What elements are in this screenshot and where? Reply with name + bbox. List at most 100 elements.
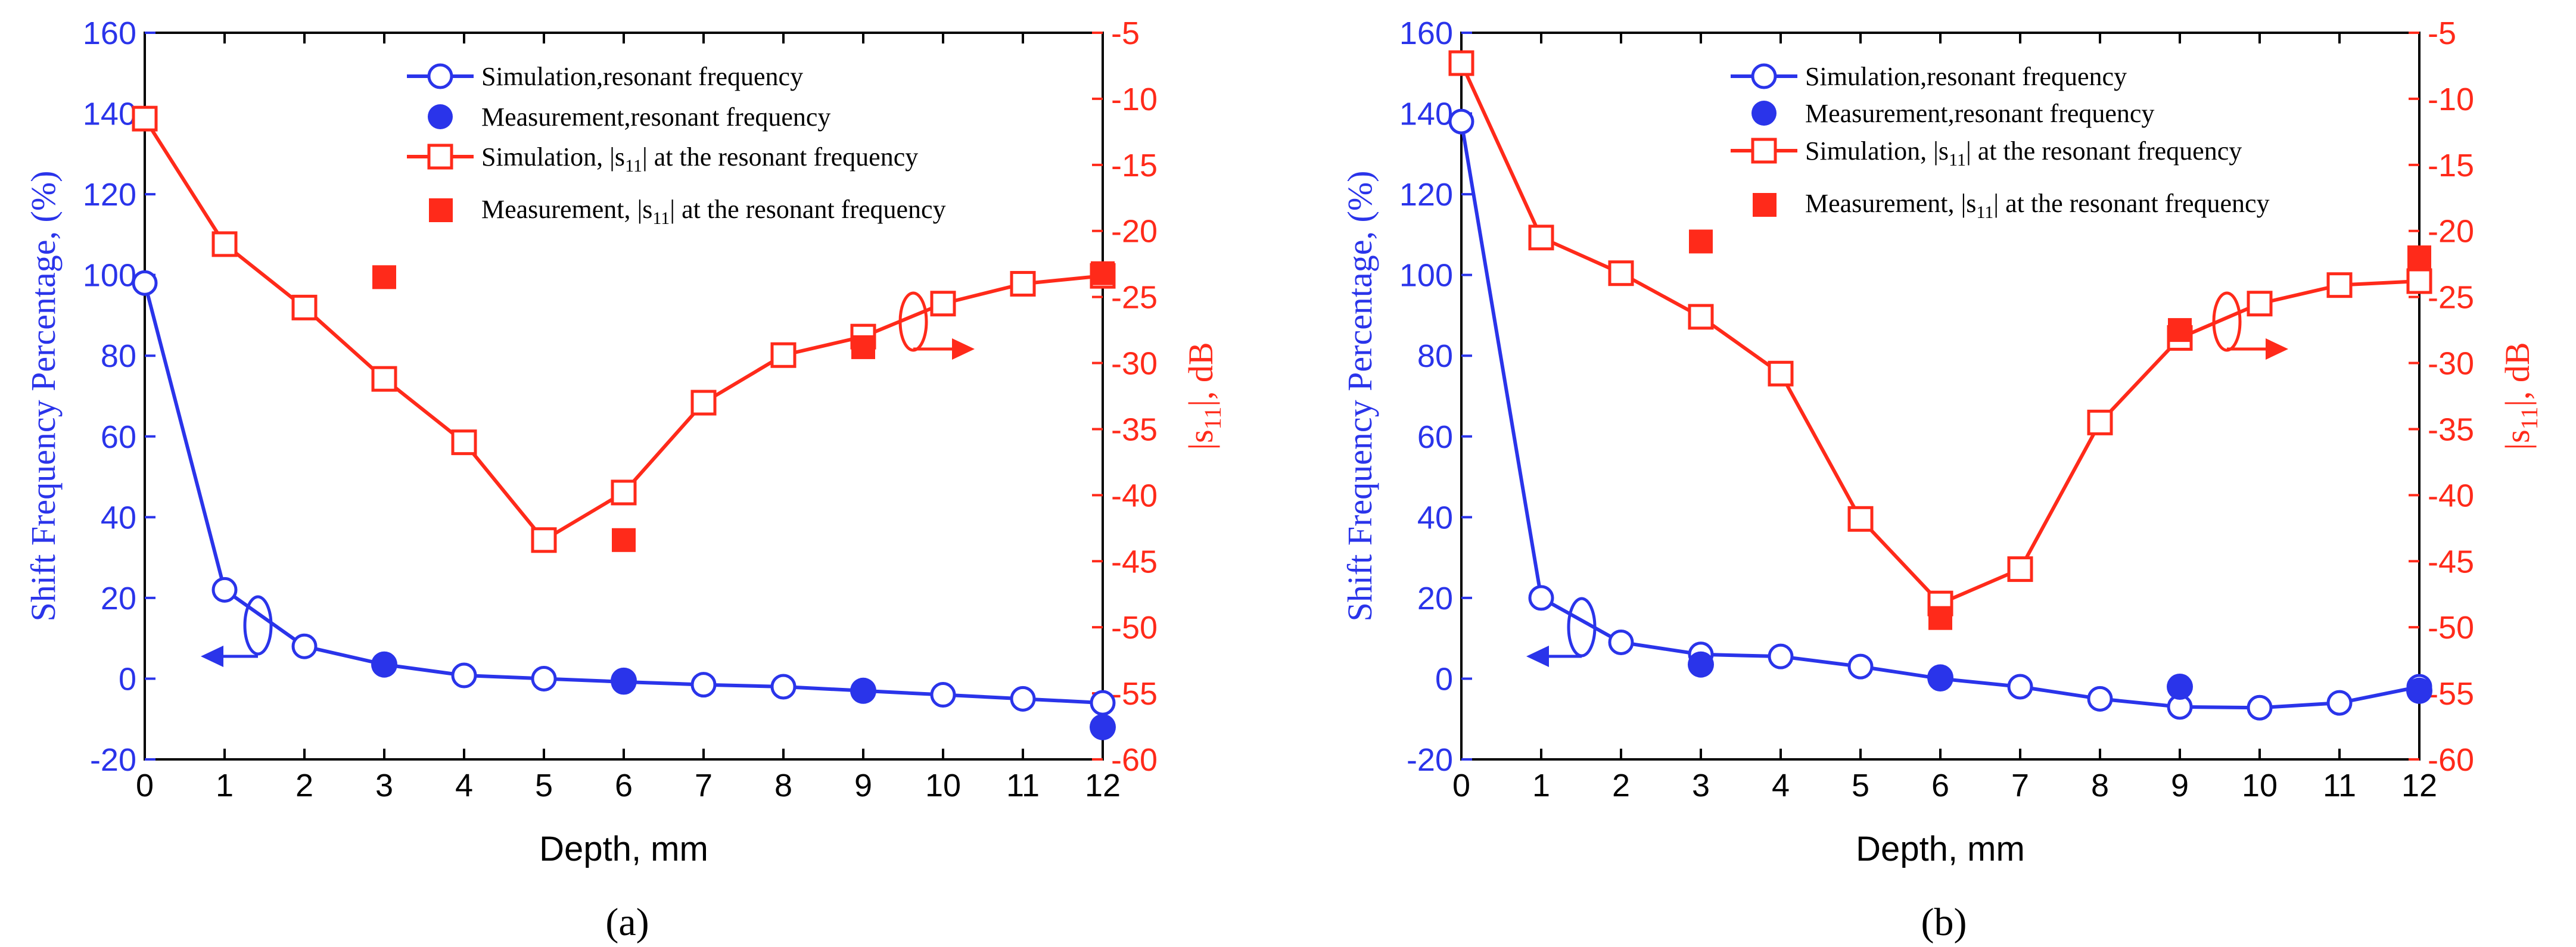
data-point-simulation-resonant-frequency — [1528, 585, 1554, 611]
right-y-tick-label: -20 — [2428, 214, 2474, 250]
data-point-simulation-s11-at-the-resonant-frequency — [2406, 268, 2432, 294]
data-point-simulation-s11-at-the-resonant-frequency — [1010, 270, 1036, 297]
x-tick-label: 4 — [455, 768, 473, 803]
legend-label: Simulation, |s11| at the resonant freque… — [1805, 136, 2242, 170]
legend-entry-sim-freq: Simulation,resonant frequency — [407, 62, 803, 91]
data-point-simulation-resonant-frequency — [1608, 629, 1634, 655]
right-y-tick-label: -15 — [2428, 148, 2474, 183]
data-point-simulation-resonant-frequency — [690, 672, 717, 698]
left-y-tick-label: 20 — [101, 581, 136, 616]
plot-frame — [144, 32, 1104, 761]
data-point-simulation-s11-at-the-resonant-frequency — [531, 527, 557, 553]
x-tick-label: 2 — [295, 768, 313, 803]
left-y-tick-label: 140 — [1399, 96, 1453, 132]
left-y-tick-label: 0 — [1435, 661, 1453, 697]
data-point-simulation-s11-at-the-resonant-frequency — [930, 291, 956, 317]
data-point-simulation-resonant-frequency — [2007, 674, 2033, 700]
x-axis-label: Depth, mm — [1856, 830, 2025, 868]
data-point-simulation-resonant-frequency — [211, 577, 238, 603]
right-axis-arrow-icon — [898, 291, 975, 360]
left-y-tick-label: 0 — [119, 661, 136, 697]
data-point-simulation-resonant-frequency — [1768, 643, 1794, 669]
series-line-simulation-s11-at-the-resonant-frequency — [143, 117, 1103, 542]
data-point-simulation-resonant-frequency — [1010, 686, 1036, 712]
x-tick-label: 5 — [1852, 768, 1869, 803]
right-y-tick-label: -10 — [1111, 82, 1158, 117]
right-axis-label: |s11|, dB — [2498, 342, 2543, 450]
data-point-measurement-s11-at-the-resonant-frequency — [2407, 245, 2431, 270]
right-y-tick-label: -45 — [1111, 544, 1158, 580]
data-point-simulation-s11-at-the-resonant-frequency — [2087, 409, 2113, 435]
legend-label: Measurement,resonant frequency — [1805, 99, 2154, 128]
left-axis-arrow-icon — [201, 595, 273, 667]
data-point-simulation-s11-at-the-resonant-frequency — [770, 342, 797, 368]
data-point-measurement-resonant-frequency — [611, 667, 637, 694]
data-point-simulation-resonant-frequency — [1847, 653, 1874, 680]
right-y-tick-label: -35 — [2428, 412, 2474, 447]
x-tick-label: 1 — [216, 768, 234, 803]
left-axis-label: Shift Frequency Percentage, (%) — [1340, 171, 1379, 622]
right-y-tick-label: -50 — [2428, 610, 2474, 646]
panel-label: (a) — [605, 901, 649, 944]
left-y-tick-label: 80 — [101, 338, 136, 374]
data-point-measurement-s11-at-the-resonant-frequency — [1689, 229, 1713, 254]
legend-label: Measurement,resonant frequency — [481, 102, 830, 132]
data-point-simulation-s11-at-the-resonant-frequency — [2007, 556, 2033, 582]
x-tick-label: 12 — [2401, 768, 2437, 803]
left-y-tick-label: 120 — [1399, 177, 1453, 213]
left-y-tick-label: 40 — [1417, 500, 1453, 535]
left-y-tick-label: 100 — [83, 258, 136, 294]
x-tick-label: 9 — [854, 768, 872, 803]
legend-open-circle-icon — [1751, 63, 1777, 89]
x-tick-label: 9 — [2171, 768, 2189, 803]
x-axis-label: Depth, mm — [539, 830, 708, 868]
left-y-tick-label: 140 — [83, 96, 136, 132]
x-tick-label: 5 — [535, 768, 553, 803]
legend-open-square-icon — [1751, 138, 1777, 164]
x-tick-label: 11 — [1006, 768, 1040, 803]
left-y-tick-label: -20 — [90, 742, 136, 778]
data-point-measurement-s11-at-the-resonant-frequency — [851, 335, 875, 359]
data-point-measurement-resonant-frequency — [1090, 714, 1116, 740]
data-point-measurement-resonant-frequency — [371, 651, 397, 678]
right-axis-arrow-icon — [2212, 291, 2288, 360]
left-y-tick-label: 60 — [1417, 419, 1453, 455]
x-tick-label: 8 — [774, 768, 792, 803]
legend-label: Measurement, |s11| at the resonant frequ… — [1805, 189, 2270, 222]
legend-open-square-icon — [427, 144, 453, 170]
legend-label: Simulation, |s11| at the resonant freque… — [481, 142, 918, 176]
left-y-tick-label: -20 — [1407, 742, 1453, 778]
legend-filled-circle-icon — [1751, 101, 1777, 126]
legend-filled-circle-icon — [428, 104, 453, 129]
data-point-simulation-s11-at-the-resonant-frequency — [611, 479, 637, 506]
data-point-simulation-resonant-frequency — [1090, 690, 1116, 716]
right-y-tick-label: -15 — [1111, 148, 1158, 183]
data-point-simulation-s11-at-the-resonant-frequency — [211, 231, 238, 257]
data-point-simulation-s11-at-the-resonant-frequency — [2326, 272, 2353, 298]
data-point-simulation-s11-at-the-resonant-frequency — [451, 429, 477, 456]
legend-entry-sim-freq: Simulation,resonant frequency — [1731, 62, 2127, 91]
left-axis-arrow-icon — [1526, 597, 1597, 667]
left-y-tick-label: 60 — [101, 419, 136, 455]
data-point-measurement-resonant-frequency — [2406, 677, 2432, 704]
data-point-measurement-s11-at-the-resonant-frequency — [1091, 261, 1115, 285]
data-point-measurement-resonant-frequency — [1927, 664, 1953, 691]
right-y-tick-label: -20 — [1111, 214, 1158, 250]
legend-entry-meas-freq: Measurement,resonant frequency — [1751, 99, 2154, 128]
left-y-tick-label: 40 — [101, 500, 136, 535]
legend-entry-sim-s11: Simulation, |s11| at the resonant freque… — [1731, 136, 2242, 170]
right-y-tick-label: -40 — [2428, 478, 2474, 513]
data-point-simulation-s11-at-the-resonant-frequency — [2247, 291, 2273, 317]
data-point-simulation-s11-at-the-resonant-frequency — [1528, 225, 1554, 251]
left-y-tick-label: 80 — [1417, 338, 1453, 374]
x-tick-label: 6 — [1931, 768, 1949, 803]
x-tick-label: 0 — [136, 768, 154, 803]
panel-a: 0 1 2 3 4 5 6 7 8 9 10 11 12-20020406080100120140160… — [24, 15, 1226, 944]
data-point-simulation-resonant-frequency — [770, 674, 797, 700]
data-point-simulation-resonant-frequency — [2247, 694, 2273, 721]
x-tick-label: 10 — [2242, 768, 2278, 803]
legend-entry-meas-s11: Measurement, |s11| at the resonant frequ… — [1753, 189, 2270, 222]
data-point-measurement-resonant-frequency — [2167, 674, 2193, 700]
data-point-measurement-resonant-frequency — [1688, 651, 1714, 678]
data-point-simulation-resonant-frequency — [451, 662, 477, 689]
